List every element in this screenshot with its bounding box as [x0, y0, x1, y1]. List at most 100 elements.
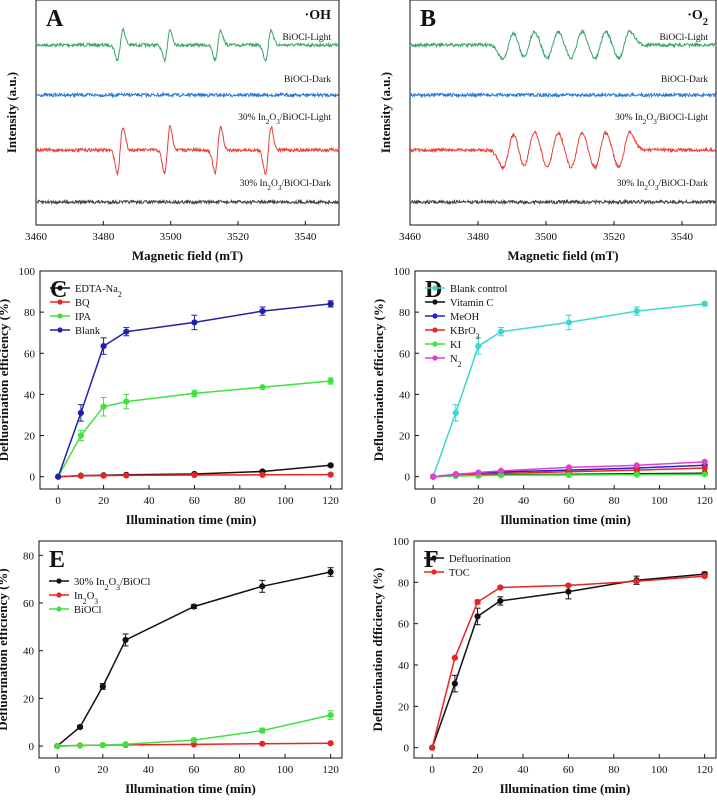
series-label: 30% In2O3/BiOCl-Dark	[617, 179, 709, 192]
label-part: 2	[83, 597, 87, 606]
x-tick-label: 3520	[227, 231, 250, 243]
label-part: /BiOCl	[120, 577, 150, 588]
x-tick-label: 100	[277, 764, 294, 776]
legend-marker	[431, 555, 437, 561]
plot-frame	[413, 540, 717, 759]
label-part: Blank control	[450, 284, 508, 295]
legend-label: BiOCl	[74, 605, 102, 616]
x-axis-label: Illumination time (min)	[500, 512, 631, 527]
legend-label: BQ	[75, 298, 90, 309]
y-tick-label: 20	[24, 431, 36, 443]
y-tick-label: 80	[398, 577, 410, 589]
data-point	[123, 398, 130, 405]
y-tick-label: 0	[404, 743, 410, 755]
x-tick-label: 80	[234, 764, 246, 776]
y-tick-label: 80	[24, 307, 36, 319]
x-tick-label: 100	[277, 495, 294, 507]
data-point	[77, 432, 84, 439]
plot-frame	[414, 270, 717, 490]
x-tick-label: 0	[430, 495, 436, 507]
label-part: KBrO	[450, 326, 476, 337]
legend-label: 30% In2O3/BiOCl	[74, 577, 151, 592]
label-part: 30	[240, 179, 250, 189]
label-part: O	[87, 591, 95, 602]
legend-label: In2O3	[74, 591, 98, 606]
label-part: O	[269, 113, 276, 123]
label-part: 2	[105, 583, 109, 592]
series-label: 30% In2O3/BiOCl-Light	[615, 113, 708, 126]
y-axis-label: Defluorination dfficiency (%)	[370, 568, 385, 732]
spectrum-line	[409, 28, 717, 61]
x-axis-label: Illumination time (min)	[126, 512, 257, 527]
data-point	[100, 403, 107, 410]
label-part: BiOCl	[74, 605, 102, 616]
data-point	[55, 473, 62, 480]
series-1	[429, 573, 708, 751]
data-point	[475, 469, 482, 476]
series-label: BiOCl-Light	[282, 33, 331, 43]
label-part: O	[109, 577, 117, 588]
legend-marker	[432, 341, 438, 347]
label-part: 3	[276, 118, 280, 126]
spectrum-title: ·O2	[687, 8, 708, 28]
data-point	[497, 467, 505, 475]
spectrum-title: ·OH	[305, 8, 332, 23]
legend-label: Blank	[75, 326, 101, 337]
label-part: KI	[450, 340, 462, 351]
data-point	[327, 740, 334, 747]
label-part: 2	[643, 118, 647, 126]
x-tick-label: 0	[54, 764, 60, 776]
x-tick-label: 40	[518, 495, 530, 507]
data-point	[497, 597, 504, 605]
data-point	[191, 471, 198, 479]
y-axis-label: Defluorination efficiency (%)	[0, 568, 10, 730]
label-part: MeOH	[450, 312, 480, 323]
label-part: % In	[85, 577, 106, 588]
legend-label: EDTA-Na2	[75, 284, 122, 299]
legend-marker	[56, 578, 62, 584]
panel-letter: F	[424, 547, 439, 573]
plot-frame	[38, 540, 343, 759]
label-part: IPA	[75, 312, 91, 323]
y-tick-label: 60	[24, 348, 36, 360]
y-tick-label: 100	[393, 536, 410, 548]
x-tick-label: 40	[517, 764, 529, 776]
panel-letter: A	[46, 6, 64, 32]
panel-a: A 3460 3480 3500 3520 3540 Magnetic field (mT)…	[4, 0, 340, 263]
data-point	[701, 573, 708, 580]
panel-letter: E	[49, 547, 65, 573]
label-part: 2	[703, 17, 708, 28]
legend-marker	[57, 313, 63, 319]
label-part: 2	[118, 290, 122, 299]
x-tick-label: 20	[97, 764, 109, 776]
x-tick-label: 100	[651, 764, 668, 776]
x-tick-label: 3540	[294, 231, 317, 243]
label-part: /BiOCl-Light	[280, 113, 332, 123]
legend: Defluorination TOC	[424, 554, 512, 579]
x-tick-label: 3480	[92, 231, 115, 243]
label-part: /BiOCl-Dark	[281, 179, 331, 189]
y-tick-label: 40	[398, 660, 410, 672]
data-point	[565, 319, 572, 326]
legend-label: KI	[450, 340, 462, 351]
label-part: 30	[615, 113, 625, 123]
data-point	[475, 342, 482, 350]
spectrum-line	[409, 91, 717, 99]
data-point	[565, 582, 572, 589]
data-point	[259, 740, 266, 747]
data-point	[76, 742, 84, 749]
label-part: In	[74, 591, 83, 602]
x-tick-label: 60	[563, 495, 575, 507]
data-point	[565, 588, 572, 595]
panel-b: B 3460 3480 3500 3520 3540 Magnetic field (mT)…	[378, 0, 717, 263]
label-part: TOC	[449, 568, 470, 579]
x-tick-label: 3500	[535, 231, 558, 243]
label-part: BiOCl-Light	[659, 33, 708, 43]
legend-marker	[57, 285, 63, 291]
series-label: 30% In2O3/BiOCl-Dark	[240, 179, 332, 192]
legend-marker	[432, 313, 438, 319]
y-axis-label: Defluorination efficiency (%)	[371, 299, 386, 461]
series-1	[55, 471, 334, 480]
label-part: N	[450, 354, 458, 365]
